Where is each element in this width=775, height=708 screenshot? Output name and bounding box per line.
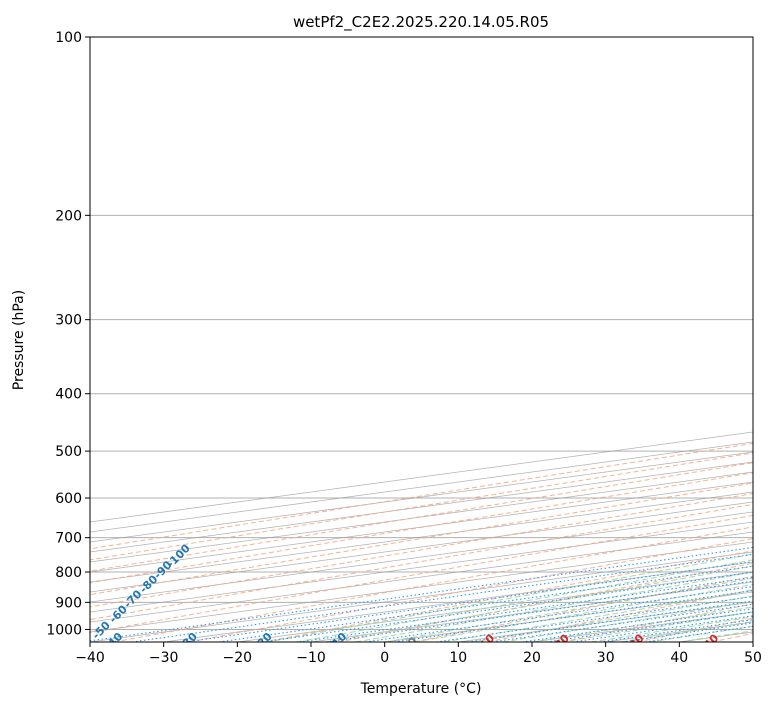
dry-adiabat-line xyxy=(114,526,753,642)
isotherm-line xyxy=(90,491,753,583)
y-tick-label: 1000 xyxy=(46,622,82,638)
isotherm-line xyxy=(679,631,753,642)
mixing-ratio-line xyxy=(546,611,753,642)
isotherm-lines xyxy=(90,431,753,642)
isotherm-line xyxy=(90,521,753,613)
isotherm-line xyxy=(90,541,753,633)
dry-adiabat-line xyxy=(90,514,753,634)
dry-adiabat-line xyxy=(90,503,753,621)
mixing-ratio-line xyxy=(90,546,753,642)
isotherm-line xyxy=(384,591,753,642)
y-tick-label: 600 xyxy=(55,491,82,507)
y-axis-label: Pressure (hPa) xyxy=(11,290,27,390)
dry-adiabat-line xyxy=(636,617,753,642)
moist-adiabat-line xyxy=(502,601,753,642)
moist-adiabat-line xyxy=(443,589,753,642)
dry-adiabat-line xyxy=(562,603,753,642)
dry-adiabat-line xyxy=(90,442,753,550)
plot-area: -100-90-80-70-60-50-40 -30 -20 -10 0 10 20 30 40… xyxy=(90,37,753,651)
y-tick-label: 700 xyxy=(55,531,82,547)
x-axis-ticks: −40 −30 −20 −10 0 10 20 30 40 50 xyxy=(75,642,762,666)
isotherm-line xyxy=(90,551,753,642)
moist-adiabat-line xyxy=(473,595,753,642)
y-tick-label: 400 xyxy=(55,387,82,403)
moist-adiabat-line xyxy=(384,577,753,642)
mixing-ratio-line xyxy=(492,603,753,642)
x-tick-label: −20 xyxy=(223,650,253,666)
mixing-ratio-line xyxy=(522,608,753,642)
mixing-ratio-line xyxy=(467,600,753,642)
x-tick-label: −30 xyxy=(149,650,179,666)
moist-adiabat-line xyxy=(296,559,753,642)
y-tick-label: 200 xyxy=(55,208,82,224)
mixing-ratio-line xyxy=(436,596,753,642)
dry-adiabat-label: 20 xyxy=(552,631,572,651)
isotherm-line xyxy=(90,471,753,563)
isobar-grid xyxy=(90,37,753,630)
x-tick-label: −10 xyxy=(296,650,326,666)
isotherm-line xyxy=(605,621,753,642)
dry-adiabat-label: 0 xyxy=(405,634,420,649)
isotherm-line xyxy=(90,451,753,543)
dry-adiabat-line xyxy=(90,472,753,584)
x-tick-label: 20 xyxy=(523,650,541,666)
chart-title: wetPf2_C2E2.2025.220.14.05.R05 xyxy=(293,13,549,32)
y-tick-label: 500 xyxy=(55,444,82,460)
x-tick-label: 0 xyxy=(380,650,389,666)
moist-adiabat-lines xyxy=(266,553,753,642)
y-axis-ticks: 100 200 300 400 500 600 700 800 900 1000 xyxy=(46,30,90,638)
x-tick-label: 10 xyxy=(449,650,467,666)
y-tick-label: 300 xyxy=(55,313,82,329)
isotherm-line xyxy=(531,611,753,642)
x-tick-label: 50 xyxy=(744,650,762,666)
x-tick-label: 40 xyxy=(670,650,688,666)
moist-adiabat-line xyxy=(649,625,753,642)
dry-adiabat-label: 10 xyxy=(477,631,497,651)
mixing-ratio-line xyxy=(131,553,753,642)
dry-adiabat-label: 30 xyxy=(627,631,647,651)
x-tick-label: 30 xyxy=(597,650,615,666)
y-tick-label: 800 xyxy=(55,565,82,581)
isotherm-line xyxy=(90,481,753,573)
moist-adiabat-line xyxy=(266,553,753,642)
dry-adiabat-line xyxy=(412,575,753,642)
isotherm-line xyxy=(310,581,753,642)
isotherm-line xyxy=(90,461,753,553)
moist-adiabat-line xyxy=(679,630,753,642)
x-tick-label: −40 xyxy=(75,650,105,666)
y-tick-label: 900 xyxy=(55,595,82,611)
isotherm-line xyxy=(90,531,753,623)
dry-adiabat-line xyxy=(338,562,753,642)
dry-adiabat-line xyxy=(90,452,753,561)
y-tick-label: 100 xyxy=(55,30,82,46)
plot-frame xyxy=(89,36,754,643)
dry-adiabat-line xyxy=(711,632,753,642)
isotherm-line xyxy=(90,501,753,593)
isotherm-line xyxy=(752,641,753,642)
x-axis-label: Temperature (°C) xyxy=(360,681,482,697)
moist-adiabat-line xyxy=(355,571,753,642)
dry-adiabat-line xyxy=(90,493,753,608)
mixing-ratio-line xyxy=(185,561,753,642)
dry-adiabat-line xyxy=(263,550,753,642)
isotherm-line xyxy=(90,511,753,603)
dry-adiabat-label: 40 xyxy=(701,631,721,651)
dry-adiabat-line xyxy=(487,589,753,642)
mixing-ratio-lines xyxy=(90,546,753,642)
